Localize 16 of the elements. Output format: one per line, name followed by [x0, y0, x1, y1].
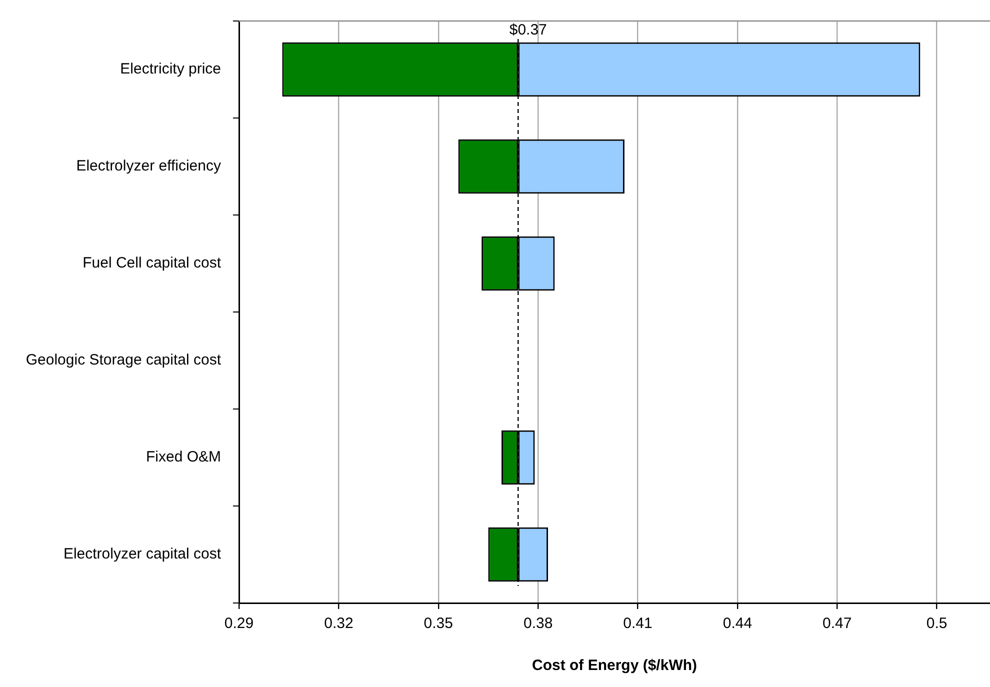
y-tick-label: Electrolyzer efficiency — [76, 158, 222, 175]
x-tick-label: 0.38 — [523, 615, 553, 632]
x-tick-label: 0.41 — [623, 615, 652, 632]
x-tick-label: 0.29 — [224, 615, 254, 632]
y-tick-label: Fuel Cell capital cost — [82, 254, 222, 272]
y-tick-label: Geologic Storage capital cost — [26, 352, 222, 369]
x-tick-label: 0.35 — [424, 615, 453, 632]
y-tick-label: Electricity price — [120, 60, 221, 78]
x-tick-label: 0.5 — [926, 615, 948, 632]
x-tick-label: 0.32 — [324, 615, 354, 632]
x-tick-label: 0.44 — [722, 615, 752, 632]
y-tick-label: Fixed O&M — [146, 448, 221, 466]
y-tick-label: Electrolyzer capital cost — [63, 546, 222, 563]
x-tick-label: 0.47 — [822, 615, 852, 632]
x-axis-title: Cost of Energy ($/kWh) — [532, 657, 698, 674]
ref-line-label: $0.37 — [509, 22, 547, 39]
